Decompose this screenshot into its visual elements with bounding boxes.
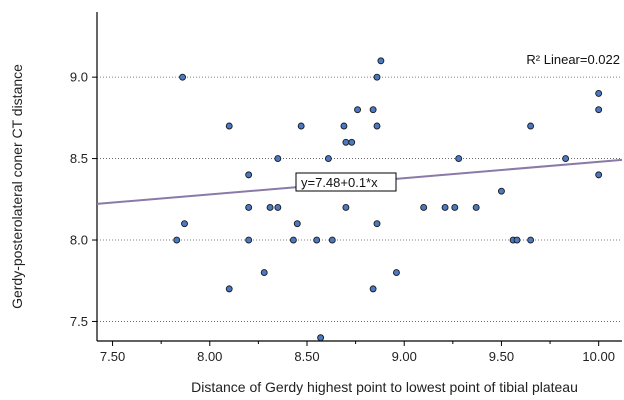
x-tick-label: 8.00 [197, 349, 222, 364]
data-point [354, 106, 362, 114]
y-tick-label: 7.5 [70, 314, 88, 329]
x-tick-label: 9.50 [489, 349, 514, 364]
data-point [373, 220, 381, 228]
x-axis-title: Distance of Gerdy highest point to lowes… [191, 379, 578, 395]
data-point [317, 334, 325, 342]
equation-box: y=7.48+0.1*x [295, 172, 397, 192]
equation-box-frame [295, 172, 397, 192]
data-point [377, 57, 385, 65]
data-point [173, 236, 181, 244]
data-point [595, 171, 603, 179]
data-point [527, 122, 535, 130]
y-ticks: 7.5 8.0 8.5 9.0 [70, 70, 97, 329]
data-point [245, 236, 253, 244]
data-point [451, 203, 459, 211]
y-tick-label: 8.0 [70, 233, 88, 248]
data-points [173, 57, 603, 342]
data-point [340, 122, 348, 130]
x-tick-label: 8.50 [294, 349, 319, 364]
x-ticks: 7.50 8.00 8.50 9.00 9.50 10.00 [100, 341, 615, 364]
axes [96, 12, 622, 342]
data-point [342, 203, 350, 211]
data-point [527, 236, 535, 244]
data-point [293, 220, 301, 228]
data-point [328, 236, 336, 244]
data-point [392, 269, 400, 277]
data-point [342, 138, 350, 146]
data-point [260, 269, 268, 277]
data-point [313, 236, 321, 244]
data-point [369, 106, 377, 114]
data-point [324, 155, 332, 163]
x-tick-label: 10.00 [582, 349, 615, 364]
data-point [274, 203, 282, 211]
data-point [245, 171, 253, 179]
x-tick-label: 7.50 [100, 349, 125, 364]
data-point [274, 155, 282, 163]
data-point [225, 285, 233, 293]
data-point [373, 122, 381, 130]
data-point [266, 203, 274, 211]
data-point [245, 203, 253, 211]
y-tick-label: 8.5 [70, 151, 88, 166]
data-point [441, 203, 449, 211]
r-squared-label: R² Linear=0.022 [526, 52, 620, 67]
y-axis-title: Gerdy-posterolateral coner CT distance [9, 64, 25, 309]
data-point [373, 73, 381, 81]
y-tick-label: 9.0 [70, 70, 88, 85]
data-point [420, 203, 428, 211]
data-point [513, 236, 521, 244]
data-point [348, 138, 356, 146]
data-point [297, 122, 305, 130]
x-tick-label: 9.00 [392, 349, 417, 364]
data-point [472, 203, 480, 211]
data-point [179, 73, 187, 81]
data-point [497, 187, 505, 195]
data-point [455, 155, 463, 163]
data-point [369, 285, 377, 293]
data-point [225, 122, 233, 130]
data-point [595, 89, 603, 97]
gridlines [97, 76, 622, 322]
data-point [289, 236, 297, 244]
equation-label: y=7.48+0.1*x [301, 175, 378, 190]
data-point [181, 220, 188, 228]
data-point [595, 106, 603, 114]
data-point [562, 155, 570, 163]
